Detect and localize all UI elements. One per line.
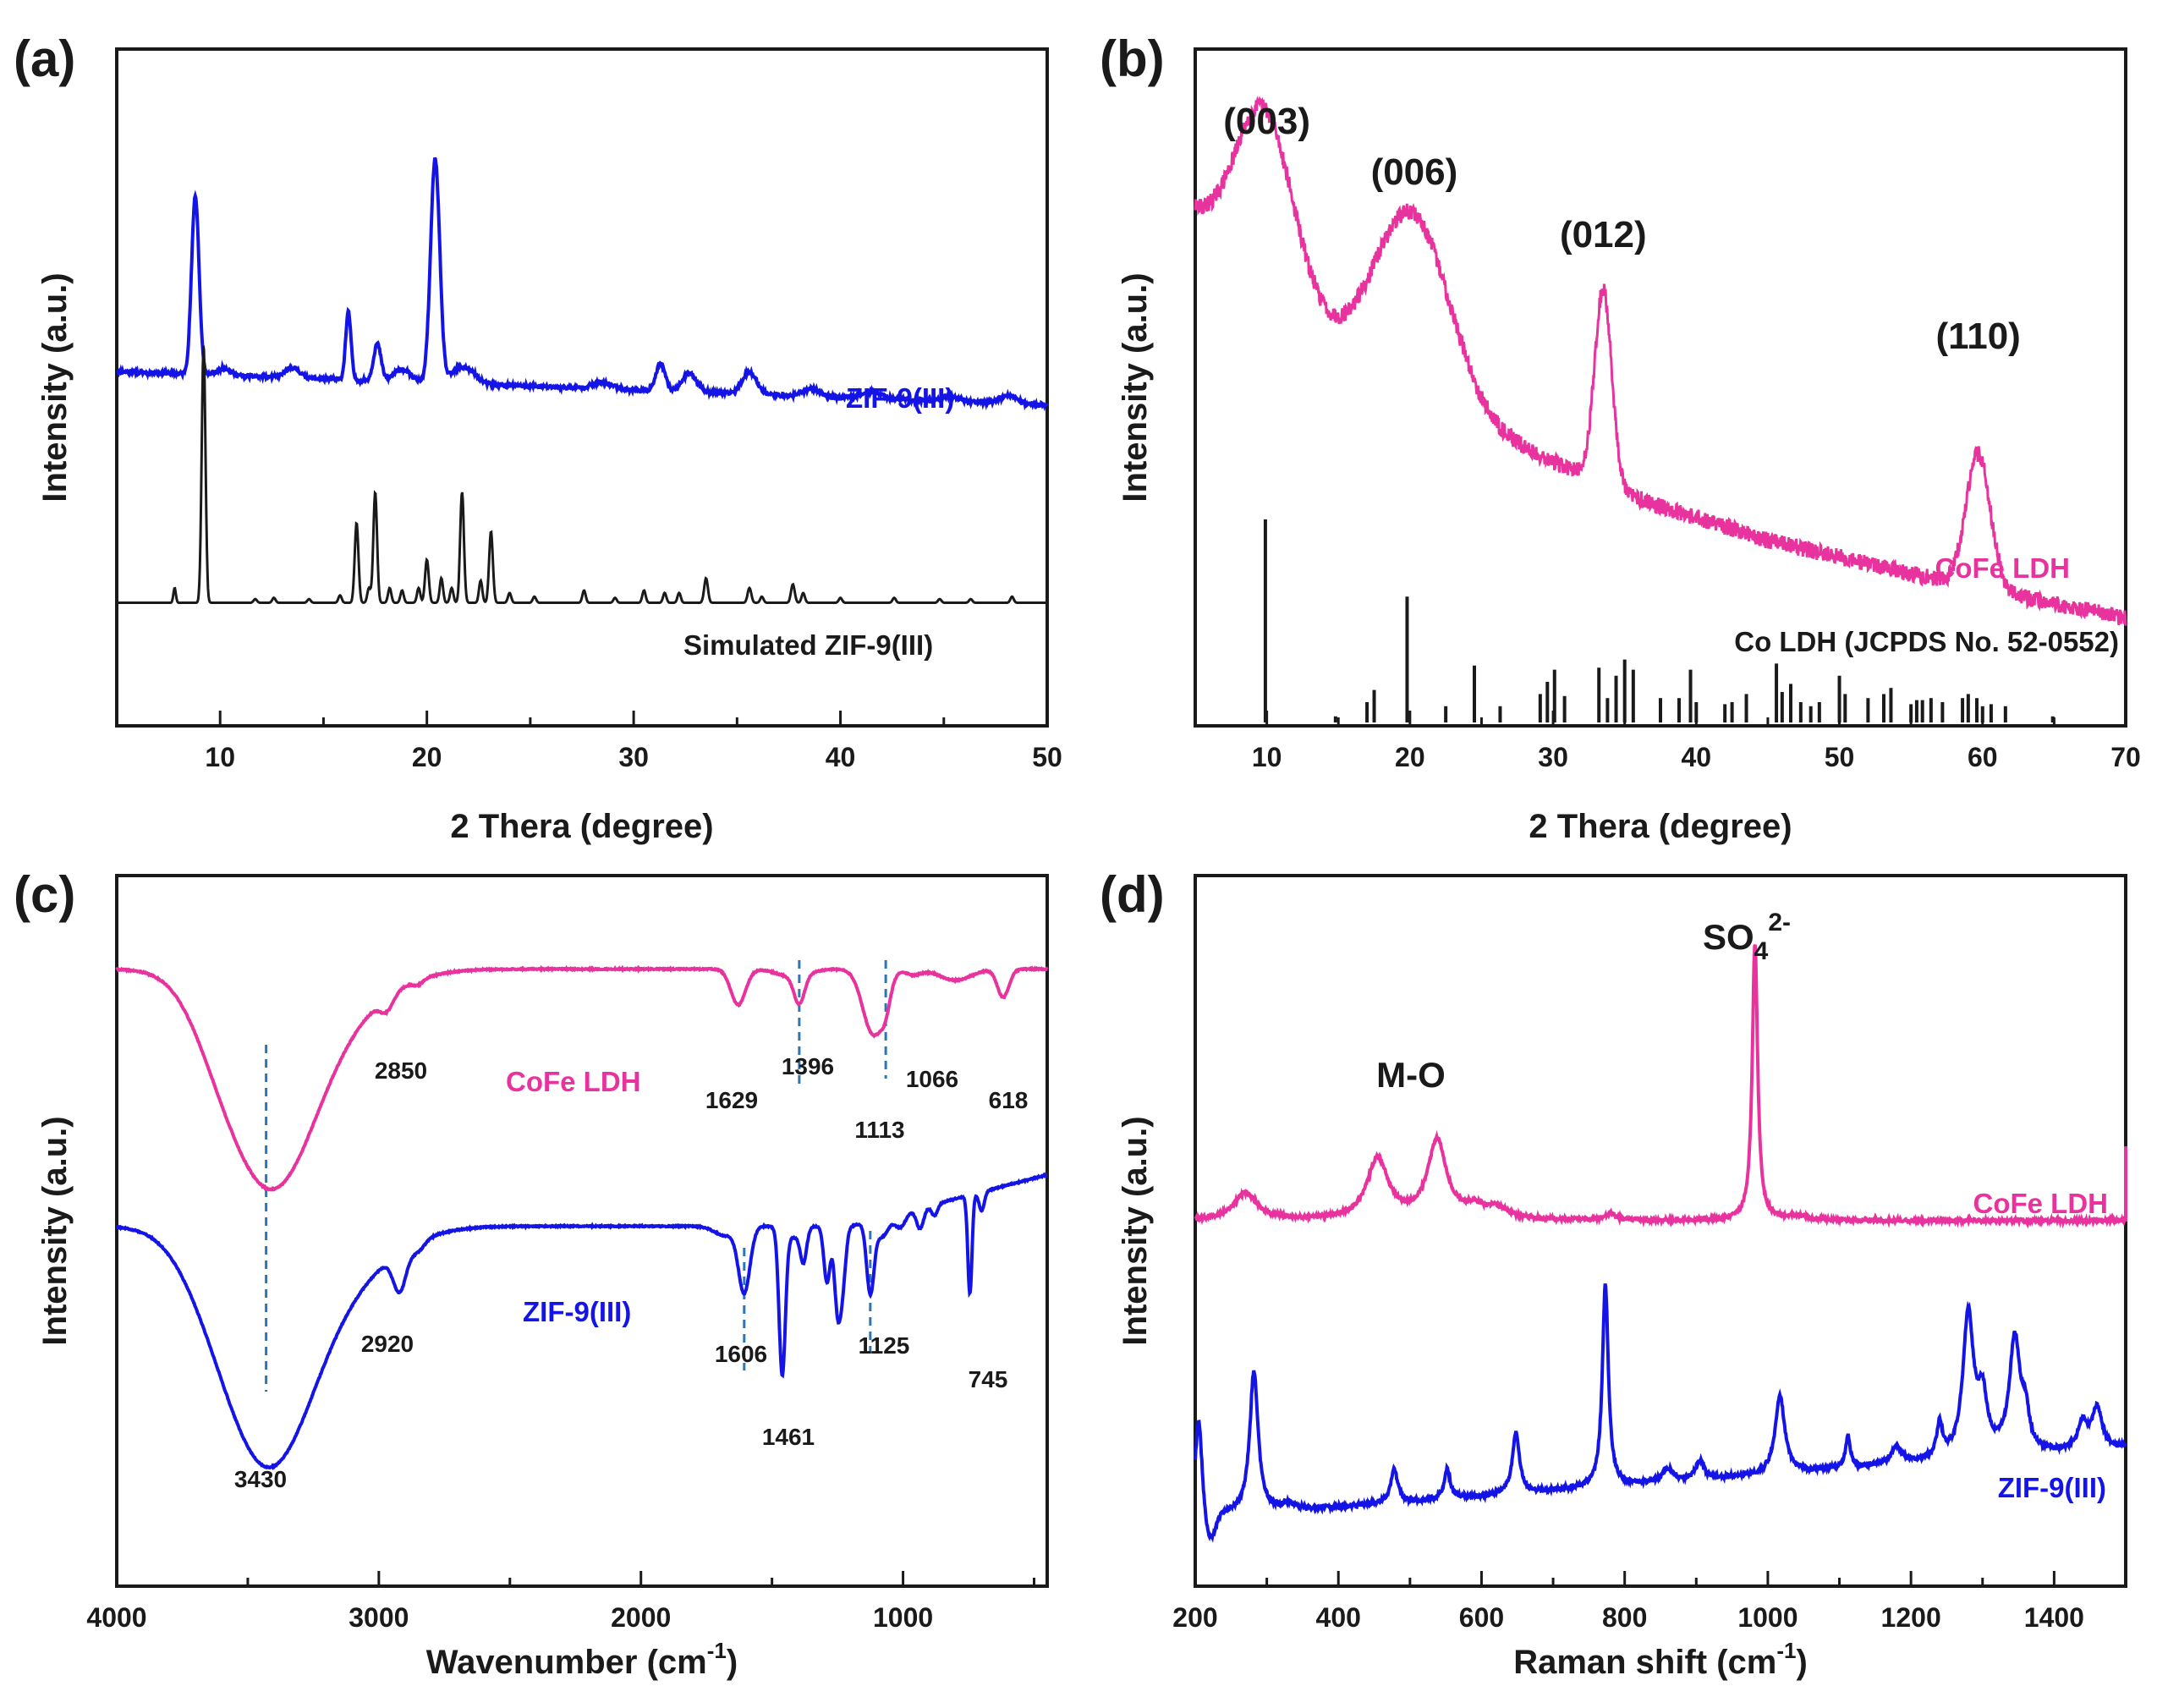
peak-label: 1396 [782, 1053, 834, 1079]
reference-sticks-b [1263, 519, 2055, 722]
annotation-m-o: M-O [1376, 1055, 1446, 1095]
x-axis-title-d-sup: -1 [1776, 1638, 1796, 1663]
x-tick-label: 1000 [873, 1602, 933, 1633]
x-tick-label: 30 [618, 742, 649, 772]
series-label-zif9-a: ZIF-9(III) [846, 382, 954, 414]
x-tick-label: 200 [1172, 1602, 1217, 1633]
x-tick-label: 600 [1459, 1602, 1504, 1633]
x-tick-label: 10 [1252, 742, 1282, 772]
annotation-so4-sub: 4 [1754, 937, 1769, 965]
x-axis-title-d-main: Raman shift (cm [1513, 1644, 1776, 1681]
x-tick-label: 50 [1032, 742, 1062, 772]
x-axis-title-b: 2 Thera (degree) [1529, 808, 1792, 845]
x-tick-label: 2000 [611, 1602, 671, 1633]
x-tick-label: 4000 [86, 1602, 146, 1633]
panel-a: (a) 10 20 30 40 50 ZIF-9(III) Simulated ZIF-… [14, 30, 1062, 845]
x-ticks-a: 10 20 30 40 50 [115, 711, 1062, 772]
x-tick-label: 60 [1968, 742, 1998, 772]
series-line-1 [116, 1172, 1048, 1471]
x-axis-title-c-end: ) [727, 1644, 738, 1681]
hkl-labels-b: (003) (006) (012) (110) [1223, 101, 2021, 357]
annotation-so4-sup: 2- [1768, 909, 1791, 936]
annotation-so4: SO42- [1703, 909, 1791, 965]
peak-label: 1066 [906, 1066, 958, 1092]
series-label-zif9-d: ZIF-9(III) [1998, 1472, 2106, 1503]
series-lines-c [115, 964, 1049, 1471]
series-line-1 [117, 345, 1047, 604]
panel-label-a: (a) [14, 30, 75, 87]
peak-label: 1125 [859, 1332, 910, 1359]
y-axis-title-d: Intensity (a.u.) [1117, 1116, 1154, 1345]
series-label-simulated-a: Simulated ZIF-9(III) [683, 629, 933, 661]
x-tick-label: 1000 [1737, 1602, 1798, 1633]
x-axis-title-c-sup: -1 [707, 1638, 727, 1663]
y-axis-title-c: Intensity (a.u.) [36, 1116, 74, 1345]
hkl-label: (003) [1223, 101, 1310, 142]
peak-label: 745 [969, 1366, 1008, 1392]
peak-label: 1461 [762, 1424, 815, 1450]
x-tick-label: 400 [1316, 1602, 1361, 1633]
x-tick-label: 20 [412, 742, 442, 772]
peak-label: 1606 [715, 1341, 767, 1367]
peak-label: 2920 [361, 1331, 414, 1357]
peak-label: 618 [989, 1087, 1029, 1113]
x-axis-title-d-end: ) [1796, 1644, 1807, 1681]
x-tick-label: 40 [1682, 742, 1712, 772]
panel-b: (b) 10 20 30 40 50 60 70 (003)(006)(012)(110) … [1100, 30, 2141, 845]
x-tick-label: 3000 [349, 1602, 409, 1633]
x-axis-title-c: Wavenumber (cm-1) [426, 1638, 738, 1681]
plot-frame-c [115, 874, 1049, 1588]
panel-label-c: (c) [14, 866, 75, 923]
series-label-cofe-d: CoFe LDH [1973, 1188, 2109, 1219]
series-label-cofe-c: CoFe LDH [506, 1066, 641, 1097]
x-tick-label: 50 [1825, 742, 1855, 772]
panel-label-d: (d) [1100, 866, 1165, 923]
x-tick-label: 1200 [1881, 1602, 1941, 1633]
x-axis-title-c-main: Wavenumber (cm [426, 1644, 707, 1681]
peak-label: 2850 [375, 1057, 427, 1084]
x-tick-label: 800 [1602, 1602, 1647, 1633]
plot-frame-b [1194, 47, 2127, 728]
series-lines-b [1194, 96, 2127, 626]
x-tick-label: 1400 [2024, 1602, 2084, 1633]
series-lines-a [116, 157, 1049, 604]
annotation-so4-main: SO [1703, 917, 1754, 957]
series-line-cofe [1194, 96, 2127, 626]
x-tick-label: 20 [1395, 742, 1425, 772]
series-label-cofe-b: CoFe LDH [1935, 552, 2071, 584]
x-tick-label: 10 [205, 742, 235, 772]
series-label-zif9-c: ZIF-9(III) [523, 1296, 631, 1327]
x-axis-title-d: Raman shift (cm-1) [1513, 1638, 1808, 1681]
peak-label: 3430 [234, 1466, 287, 1492]
x-tick-label: 30 [1538, 742, 1568, 772]
panel-label-b: (b) [1100, 30, 1165, 87]
y-axis-title-a: Intensity (a.u.) [36, 272, 74, 502]
hkl-label: (012) [1560, 214, 1647, 255]
x-axis-title-a: 2 Thera (degree) [450, 808, 713, 845]
x-tick-label: 70 [2110, 742, 2141, 772]
plot-frame-a [115, 47, 1049, 728]
x-tick-label: 40 [826, 742, 856, 772]
series-line-0 [115, 964, 1049, 1192]
y-axis-title-b: Intensity (a.u.) [1117, 272, 1154, 502]
panel-c: (c) 4000 3000 2000 1000 2850 1629 1396 1066111… [14, 866, 1049, 1681]
panel-d: (d) 200 400 600 800 1000 1200 1400 M-O SO42- C… [1100, 866, 2127, 1681]
series-line-0 [1194, 944, 2127, 1229]
peak-label: 1113 [854, 1117, 904, 1143]
series-line-0 [116, 157, 1049, 412]
plot-frame-d [1194, 874, 2127, 1588]
hkl-label: (110) [1936, 316, 2021, 357]
reference-label-b: Co LDH (JCPDS No. 52-0552) [1734, 626, 2119, 657]
hkl-label: (006) [1371, 151, 1458, 193]
peak-label: 1629 [705, 1087, 758, 1113]
series-line-1 [1194, 1283, 2127, 1543]
x-ticks-c: 4000 3000 2000 1000 [86, 1571, 1036, 1633]
series-lines-d [1194, 944, 2127, 1543]
x-ticks-d: 200 400 600 800 1000 1200 1400 [1172, 1571, 2127, 1633]
